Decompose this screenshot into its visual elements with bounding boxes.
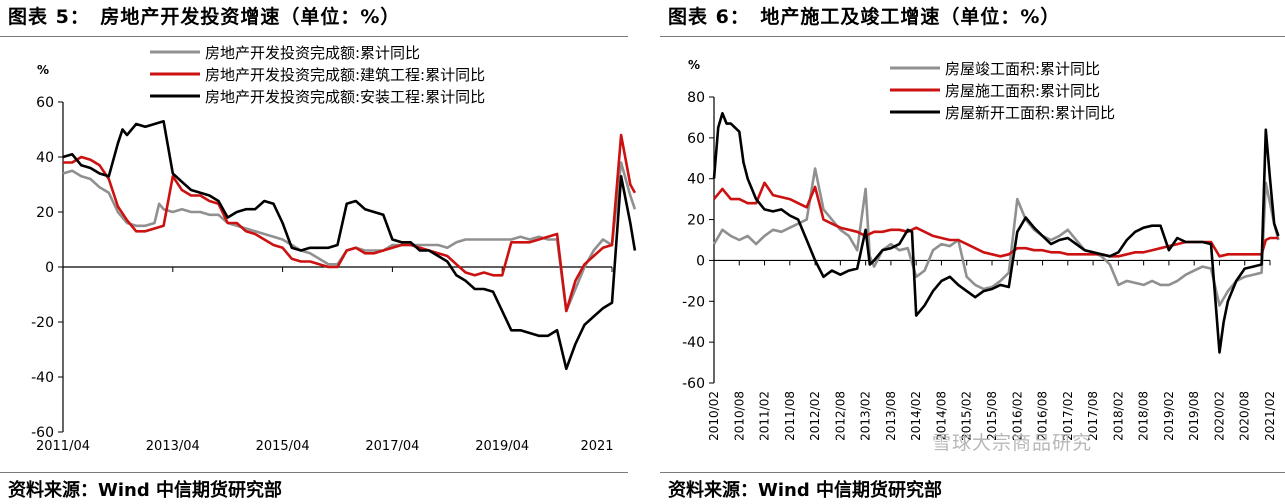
- left-legend-label: 房地产开发投资完成额:累计同比: [205, 44, 420, 62]
- right-x-tick-label: 2018/02: [1111, 391, 1125, 441]
- right-legend-label: 房屋施工面积:累计同比: [945, 82, 1100, 100]
- left-x-tick-label: 2015/04: [256, 439, 310, 454]
- left-y-tick-label: -60: [31, 425, 54, 441]
- right-x-tick-label: 2021/02: [1263, 391, 1277, 441]
- right-x-tick-label: 2012/02: [808, 391, 822, 441]
- left-y-tick-label: 40: [36, 150, 54, 166]
- right-y-axis-label: %: [688, 58, 700, 72]
- watermark-text: 雪球大宗商品研究: [932, 432, 1093, 454]
- left-series-line-3: [62, 120, 637, 371]
- right-x-tick-label: 2017/02: [1061, 391, 1075, 441]
- right-source-note: 资料来源：Wind 中信期货研究部: [668, 480, 942, 501]
- left-y-tick-label: 60: [36, 95, 54, 111]
- left-x-tick-label: 2013/04: [146, 439, 200, 454]
- right-y-tick-label: -20: [682, 294, 705, 310]
- left-y-axis-label: %: [37, 63, 49, 77]
- left-legend-label: 房地产开发投资完成额:安装工程:累计同比: [205, 88, 485, 106]
- left-source-note: 资料来源：Wind 中信期货研究部: [8, 480, 282, 501]
- left-bottom-rule: [0, 472, 628, 473]
- right-figure-title: 图表 6： 地产施工及竣工增速（单位：%）: [668, 6, 1061, 28]
- right-x-tick-label: 2016/02: [1010, 391, 1024, 441]
- left-x-tick-label: 2017/04: [365, 439, 419, 454]
- right-y-tick-label: -60: [682, 376, 705, 392]
- right-legend-label: 房屋新开工面积:累计同比: [945, 104, 1115, 122]
- right-x-tick-label: 2010/02: [707, 391, 721, 441]
- left-legend-label: 房地产开发投资完成额:建筑工程:累计同比: [205, 66, 485, 84]
- left-y-tick-label: 20: [36, 205, 54, 221]
- right-y-tick-label: 0: [696, 253, 705, 269]
- right-legend-label: 房屋竣工面积:累计同比: [945, 60, 1100, 78]
- right-x-tick-label: 2013/08: [884, 391, 898, 441]
- right-chart-panel: 图表 6： 地产施工及竣工增速（单位：%） % 80 60 40 20 0 -20 -40 -6…: [660, 0, 1285, 504]
- left-figure-title: 图表 5： 房地产开发投资增速（单位：%）: [8, 6, 401, 28]
- right-x-tick-label: 2016/08: [1036, 391, 1050, 441]
- right-x-tick-label: 2019/08: [1187, 391, 1201, 441]
- left-chart-panel: 图表 5： 房地产开发投资增速（单位：%） % 60 40 20 0 -20 -40 -60 2…: [0, 0, 637, 504]
- right-series-line-1: [712, 167, 1280, 307]
- right-x-tick-label: 2013/02: [859, 391, 873, 441]
- left-x-tick-label: 2021: [580, 439, 613, 454]
- right-x-tick-label: 2018/08: [1137, 391, 1151, 441]
- left-y-tick-label: 0: [45, 260, 54, 276]
- left-x-tick-label: 2011/04: [36, 439, 90, 454]
- left-y-tick-label: -20: [31, 315, 54, 331]
- right-x-tick-label: 2011/08: [783, 391, 797, 441]
- left-y-tick-label: -40: [31, 370, 54, 386]
- right-x-tick-label: 2015/02: [960, 391, 974, 441]
- right-y-tick-label: 60: [687, 131, 705, 147]
- left-series-line-2: [63, 133, 637, 313]
- right-bottom-rule: [660, 472, 1285, 473]
- left-top-rule: [0, 36, 628, 37]
- right-y-tick-label: 20: [687, 213, 705, 229]
- right-series-line-3: [712, 112, 1280, 354]
- right-top-rule: [660, 36, 1285, 37]
- right-x-tick-label: 2017/08: [1086, 391, 1100, 441]
- right-x-tick-label: 2019/02: [1162, 391, 1176, 441]
- right-y-tick-label: 80: [687, 90, 705, 106]
- right-y-tick-label: 40: [687, 172, 705, 188]
- right-x-tick-label: 2010/08: [732, 391, 746, 441]
- right-x-tick-label: 2020/02: [1212, 391, 1226, 441]
- right-x-tick-label: 2011/02: [758, 391, 772, 441]
- right-y-tick-label: -40: [682, 335, 705, 351]
- right-x-tick-label: 2015/08: [985, 391, 999, 441]
- right-x-tick-label: 2012/08: [833, 391, 847, 441]
- right-x-tick-label: 2014/08: [934, 391, 948, 441]
- right-x-tick-label: 2020/08: [1238, 391, 1252, 441]
- right-x-tick-label: 2014/02: [909, 391, 923, 441]
- left-x-tick-label: 2019/04: [475, 439, 529, 454]
